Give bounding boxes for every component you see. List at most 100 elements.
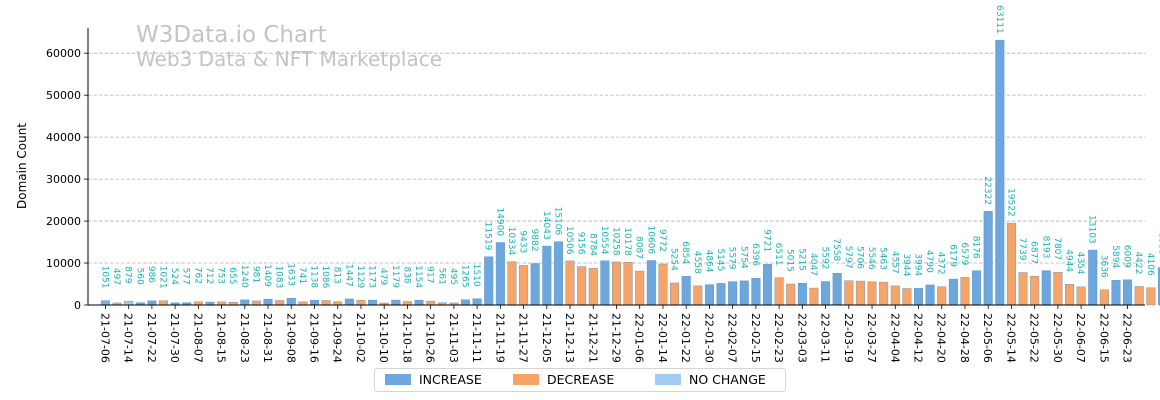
x-tick-label: 21-08-07 <box>191 313 204 363</box>
bar-value-label: 19522 <box>1005 188 1015 217</box>
bar-value-label: 4790 <box>924 250 934 273</box>
bar-value-label: 1409 <box>262 264 272 287</box>
bar <box>391 299 401 306</box>
bar-value-label: 5215 <box>796 248 806 271</box>
y-axis-title: Domain Count <box>15 123 29 209</box>
bar-value-label: 6396 <box>750 243 760 266</box>
bar-value-label: 8193 <box>1040 236 1050 259</box>
bar-value-label: 1129 <box>355 265 365 288</box>
bar-value-label: 561 <box>436 268 446 285</box>
bar <box>472 298 482 306</box>
bar-value-label: 63111 <box>994 5 1004 34</box>
bar-value-label: 5015 <box>785 249 795 272</box>
x-tick-label: 21-09-16 <box>308 313 321 363</box>
bar-value-label: 8087 <box>634 236 644 259</box>
bar <box>333 301 343 306</box>
x-tick-label: 22-05-06 <box>981 313 994 363</box>
x-tick-label: 21-07-14 <box>122 313 135 363</box>
x-tick-label: 21-11-19 <box>493 313 506 363</box>
bar <box>263 298 273 306</box>
x-tick-label: 21-12-13 <box>563 313 576 363</box>
bar <box>774 277 784 306</box>
x-axis-ticks: 21-07-06 21-07-14 21-07-22 21-07-30 21-08-07… <box>98 305 1134 363</box>
bar-value-label: 10554 <box>599 226 609 255</box>
bar-value-label: 3636 <box>1098 255 1108 278</box>
x-tick-label: 22-03-27 <box>865 313 878 363</box>
x-tick-label: 22-02-23 <box>772 313 785 363</box>
bar <box>646 260 656 306</box>
bar-value-label: 1138 <box>309 265 319 288</box>
y-tick-label: 60000 <box>46 47 81 60</box>
bar <box>310 300 320 306</box>
bar-value-label: 5797 <box>843 246 853 269</box>
bar <box>995 39 1005 306</box>
bar-value-label: 1633 <box>285 263 295 286</box>
bar <box>751 277 761 306</box>
bar <box>879 281 889 306</box>
x-tick-label: 22-03-19 <box>842 313 855 363</box>
bar-value-label: 9721 <box>762 229 772 252</box>
grid-lines <box>88 52 1145 264</box>
x-tick-label: 22-06-07 <box>1074 313 1087 363</box>
y-tick-label: 20000 <box>46 215 81 228</box>
x-tick-label: 22-04-12 <box>912 313 925 363</box>
bar-value-label: 6854 <box>680 241 690 264</box>
legend-svg: INCREASE DECREASE NO CHANGE <box>385 372 766 387</box>
bar-value-label: 4558 <box>692 251 702 274</box>
bar-value-label: 879 <box>123 266 133 283</box>
x-tick-label: 21-08-23 <box>238 313 251 363</box>
y-tick-label: 40000 <box>46 131 81 144</box>
x-tick-label: 22-05-22 <box>1028 313 1041 363</box>
bar-value-label: 11519 <box>483 222 493 251</box>
legend-label: INCREASE <box>419 372 482 387</box>
bar-value-label: 5754 <box>738 246 748 269</box>
bar <box>542 245 552 306</box>
bar <box>925 284 935 306</box>
bar-value-label: 1179 <box>390 265 400 288</box>
bar-value-label: 7558 <box>831 238 841 261</box>
bar <box>495 242 505 306</box>
bar <box>960 277 970 306</box>
x-tick-label: 21-07-06 <box>98 313 111 363</box>
x-tick-label: 22-02-07 <box>726 313 739 363</box>
x-tick-label: 22-04-28 <box>958 313 971 363</box>
x-tick-label: 21-08-31 <box>261 313 274 363</box>
x-tick-label: 21-09-08 <box>284 313 297 363</box>
bar-value-label: 917 <box>425 266 435 283</box>
bar-value-label: 1173 <box>367 265 377 288</box>
bar <box>797 282 807 306</box>
bar <box>1123 279 1133 306</box>
bar <box>728 281 738 306</box>
bar <box>321 300 331 306</box>
legend-entry: INCREASE <box>385 372 482 387</box>
bar <box>623 262 633 306</box>
bar-value-label: 7739 <box>1017 238 1027 261</box>
bar-value-label: 753 <box>216 267 226 284</box>
bar-value-label: 5579 <box>727 247 737 270</box>
x-tick-label: 22-05-14 <box>1004 313 1017 363</box>
bar <box>600 260 610 306</box>
bar-value-label: 655 <box>227 267 237 284</box>
bar <box>1041 270 1051 306</box>
bar-value-label: 5463 <box>878 247 888 270</box>
y-tick-label: 10000 <box>46 257 81 270</box>
bar <box>100 300 110 306</box>
bar <box>1099 289 1109 306</box>
bar <box>716 283 726 306</box>
bar-value-label: 838 <box>401 266 411 283</box>
bar-value-label: 4944 <box>1064 249 1074 272</box>
x-tick-label: 22-06-23 <box>1121 313 1134 363</box>
bar-value-label: 10606 <box>645 225 655 254</box>
bar <box>948 278 958 306</box>
bar <box>658 263 668 306</box>
bar <box>855 280 865 306</box>
x-tick-label: 22-03-03 <box>795 313 808 363</box>
bar <box>286 297 296 306</box>
bar-value-label: 1083 <box>274 265 284 288</box>
chart-title: W3Data.io Chart <box>136 22 327 48</box>
bar-value-label: 1447 <box>343 264 353 287</box>
watermark: W3Data.io Chart Web3 Data & NFT Marketpl… <box>136 22 442 71</box>
bar <box>763 264 773 306</box>
x-tick-label: 22-03-11 <box>819 313 832 363</box>
